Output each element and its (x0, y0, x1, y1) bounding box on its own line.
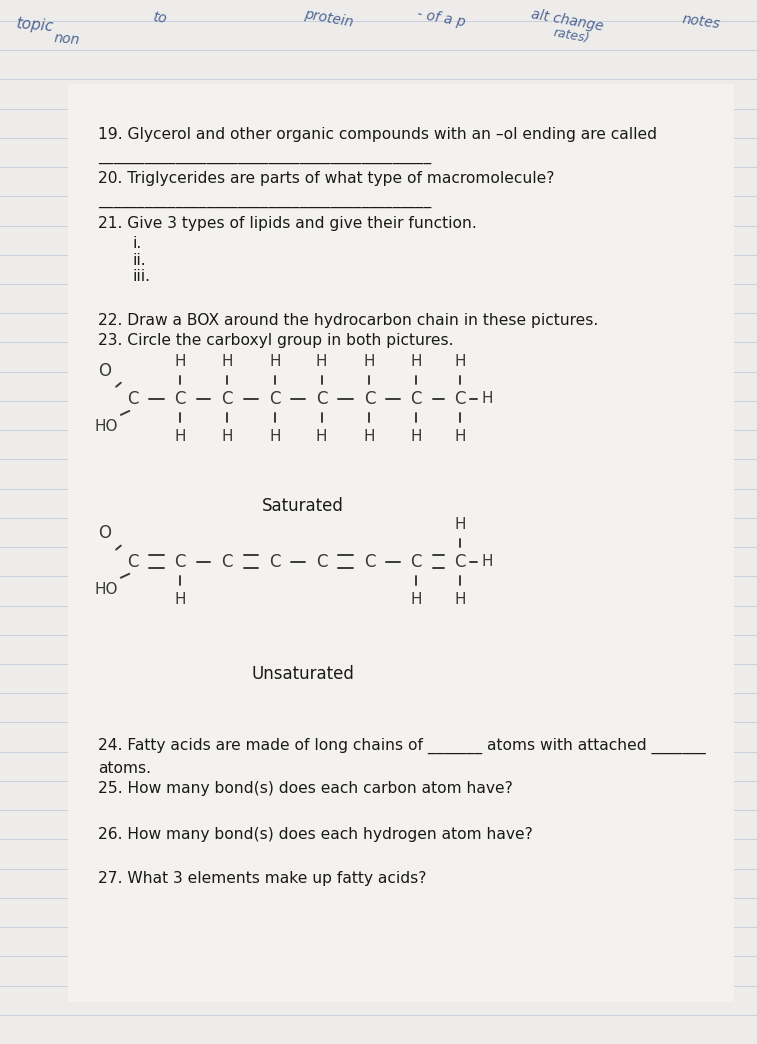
Text: C: C (410, 389, 422, 408)
Text: O: O (98, 361, 111, 380)
Text: C: C (269, 552, 281, 571)
Text: Unsaturated: Unsaturated (251, 665, 354, 683)
Text: 23. Circle the carboxyl group in both pictures.: 23. Circle the carboxyl group in both pi… (98, 333, 454, 348)
Text: H: H (363, 354, 375, 369)
Text: ___________________________________________: ________________________________________… (98, 149, 431, 164)
Text: 19. Glycerol and other organic compounds with an –ol ending are called: 19. Glycerol and other organic compounds… (98, 127, 657, 142)
Text: O: O (98, 524, 111, 543)
Text: C: C (316, 552, 328, 571)
Text: atoms.: atoms. (98, 761, 151, 776)
Text: H: H (316, 354, 328, 369)
Text: C: C (126, 389, 139, 408)
Text: protein: protein (303, 7, 354, 29)
Text: C: C (410, 552, 422, 571)
Text: 25. How many bond(s) does each carbon atom have?: 25. How many bond(s) does each carbon at… (98, 781, 513, 796)
Text: - of a p: - of a p (416, 7, 467, 29)
Text: ___________________________________________: ________________________________________… (98, 193, 431, 208)
Text: H: H (174, 429, 186, 444)
Text: 27. What 3 elements make up fatty acids?: 27. What 3 elements make up fatty acids? (98, 871, 427, 885)
Text: C: C (363, 552, 375, 571)
Text: C: C (221, 389, 233, 408)
Text: non: non (53, 31, 80, 48)
Text: C: C (269, 389, 281, 408)
Text: H: H (454, 354, 466, 369)
Text: C: C (316, 389, 328, 408)
Text: H: H (269, 354, 281, 369)
Text: H: H (221, 354, 233, 369)
Text: H: H (174, 592, 186, 607)
Text: H: H (481, 392, 493, 406)
Text: H: H (363, 429, 375, 444)
Text: to: to (151, 10, 167, 26)
FancyBboxPatch shape (68, 84, 734, 1002)
Text: H: H (410, 429, 422, 444)
Text: Saturated: Saturated (262, 497, 344, 515)
Text: C: C (454, 552, 466, 571)
Text: H: H (410, 354, 422, 369)
Text: 22. Draw a BOX around the hydrocarbon chain in these pictures.: 22. Draw a BOX around the hydrocarbon ch… (98, 313, 599, 328)
Text: H: H (481, 554, 493, 569)
Text: i.: i. (132, 236, 142, 251)
Text: C: C (221, 552, 233, 571)
Text: 20. Triglycerides are parts of what type of macromolecule?: 20. Triglycerides are parts of what type… (98, 171, 555, 186)
Text: C: C (126, 552, 139, 571)
Text: H: H (410, 592, 422, 607)
Text: H: H (454, 592, 466, 607)
Text: C: C (454, 389, 466, 408)
Text: C: C (174, 552, 186, 571)
Text: H: H (269, 429, 281, 444)
Text: rates): rates) (553, 26, 591, 45)
Text: H: H (316, 429, 328, 444)
Text: H: H (454, 429, 466, 444)
Text: topic: topic (15, 16, 54, 33)
Text: notes: notes (681, 13, 721, 31)
Text: C: C (363, 389, 375, 408)
Text: ii.: ii. (132, 253, 146, 267)
Text: C: C (174, 389, 186, 408)
Text: H: H (454, 517, 466, 531)
Text: H: H (174, 354, 186, 369)
Text: iii.: iii. (132, 269, 151, 284)
Text: 26. How many bond(s) does each hydrogen atom have?: 26. How many bond(s) does each hydrogen … (98, 827, 533, 841)
Text: H: H (221, 429, 233, 444)
Text: alt change: alt change (530, 7, 604, 33)
Text: HO: HO (94, 420, 118, 434)
Text: 24. Fatty acids are made of long chains of _______ atoms with attached _______: 24. Fatty acids are made of long chains … (98, 738, 706, 755)
Text: HO: HO (94, 583, 118, 597)
Text: 21. Give 3 types of lipids and give their function.: 21. Give 3 types of lipids and give thei… (98, 216, 477, 231)
